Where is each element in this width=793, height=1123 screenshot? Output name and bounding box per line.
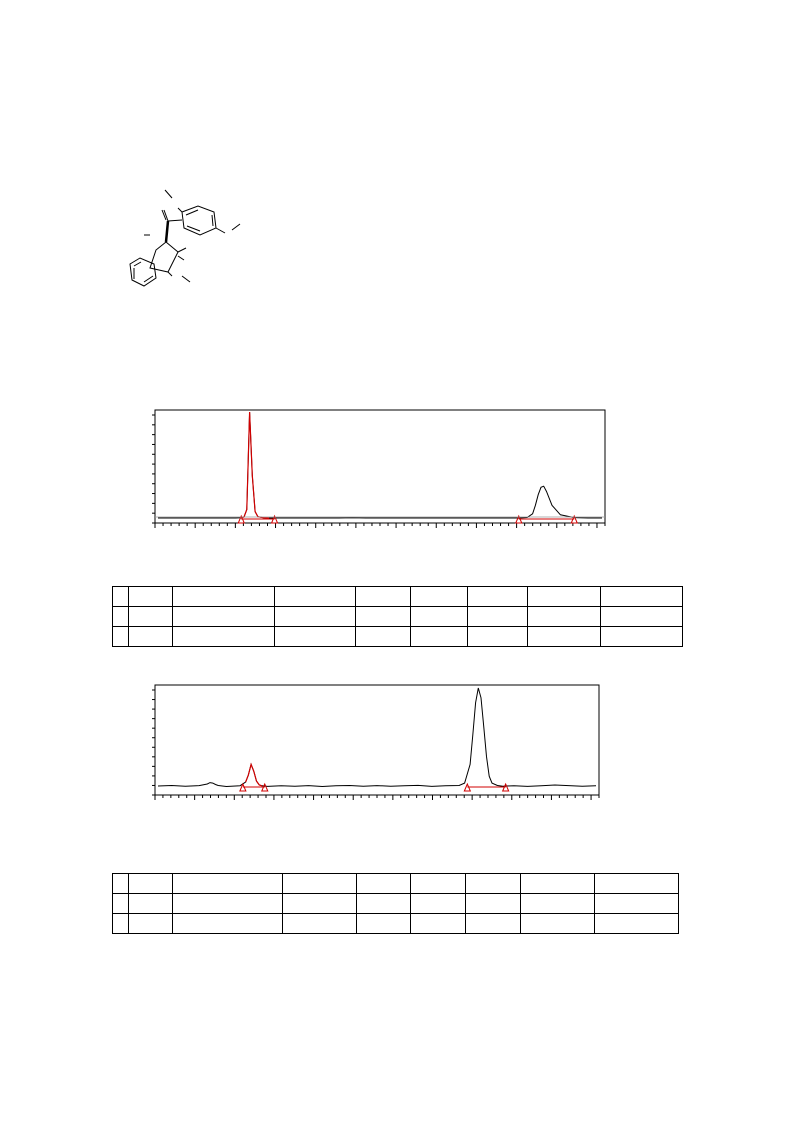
table-cell [112,913,129,934]
table-cell [127,626,173,647]
peak-markers [155,411,605,524]
chromatogram-1 [152,409,606,528]
table-cell [281,893,357,914]
table-cell [127,586,173,607]
table-cell [355,913,412,934]
table-cell [410,893,467,914]
table-cell [520,893,596,914]
table-cell [171,626,275,647]
x-axis-ticks [154,523,606,528]
table-cell [465,913,522,934]
peak-table-1 [112,586,683,647]
table-cell [171,586,275,607]
table-cell [467,626,529,647]
table-cell [465,893,522,914]
table-cell [467,586,529,607]
y-axis-ticks [152,414,155,524]
table-cell [520,913,596,934]
chromatogram-2 [152,684,600,800]
plot-frame [154,409,606,524]
table-row [112,606,683,627]
table-cell [127,913,173,934]
peak-trace [245,762,263,787]
trace-line [158,411,602,519]
y-axis-ticks [152,689,155,796]
table-cell [600,626,683,647]
table-cell [273,606,356,627]
x-axis-ticks [154,795,600,800]
table-cell [594,893,679,914]
table-row [112,893,679,914]
peak-marker [261,782,269,792]
table-cell [467,606,529,627]
peak-marker [570,514,579,524]
peak-marker [237,514,246,524]
table-cell [171,873,283,894]
table-cell [171,606,275,627]
table-row [112,873,679,894]
table-cell [273,586,356,607]
plot-frame [154,684,600,796]
table-cell [112,626,129,647]
table-cell [600,586,683,607]
table-cell [355,893,412,914]
lower-ring [129,257,157,287]
table-row [112,626,683,647]
peak-table-2 [112,873,679,934]
table-row [112,586,683,607]
trace-line [157,687,597,788]
table-cell [410,626,469,647]
peak-marker [514,514,523,524]
table-cell [354,626,412,647]
chemical-structure [129,189,241,287]
table-cell [527,626,602,647]
table-cell [527,586,602,607]
table-cell [520,873,596,894]
table-cell [410,586,469,607]
table-cell [354,586,412,607]
table-cell [355,873,412,894]
table-cell [594,873,679,894]
table-cell [112,606,129,627]
peak-marker [463,782,472,792]
table-cell [410,606,469,627]
table-cell [127,893,173,914]
table-cell [273,626,356,647]
table-cell [127,873,173,894]
table-cell [410,873,467,894]
series-layer [157,687,597,788]
series-layer [158,411,602,519]
table-row [112,913,679,934]
table-cell [112,893,129,914]
table-cell [171,893,283,914]
table-cell [527,606,602,627]
table-cell [600,606,683,627]
peak-marker [270,514,279,524]
table-cell [171,913,283,934]
peak-trace [241,411,270,519]
peak-marker [501,782,510,792]
table-cell [410,913,467,934]
table-cell [127,606,173,627]
table-cell [354,606,412,627]
lactam-ring [149,241,179,273]
peak-marker [239,782,247,792]
table-cell [112,873,129,894]
peak-markers [239,762,510,792]
table-cell [112,586,129,607]
table-cell [281,913,357,934]
table-cell [465,873,522,894]
table-cell [281,873,357,894]
table-cell [594,913,679,934]
